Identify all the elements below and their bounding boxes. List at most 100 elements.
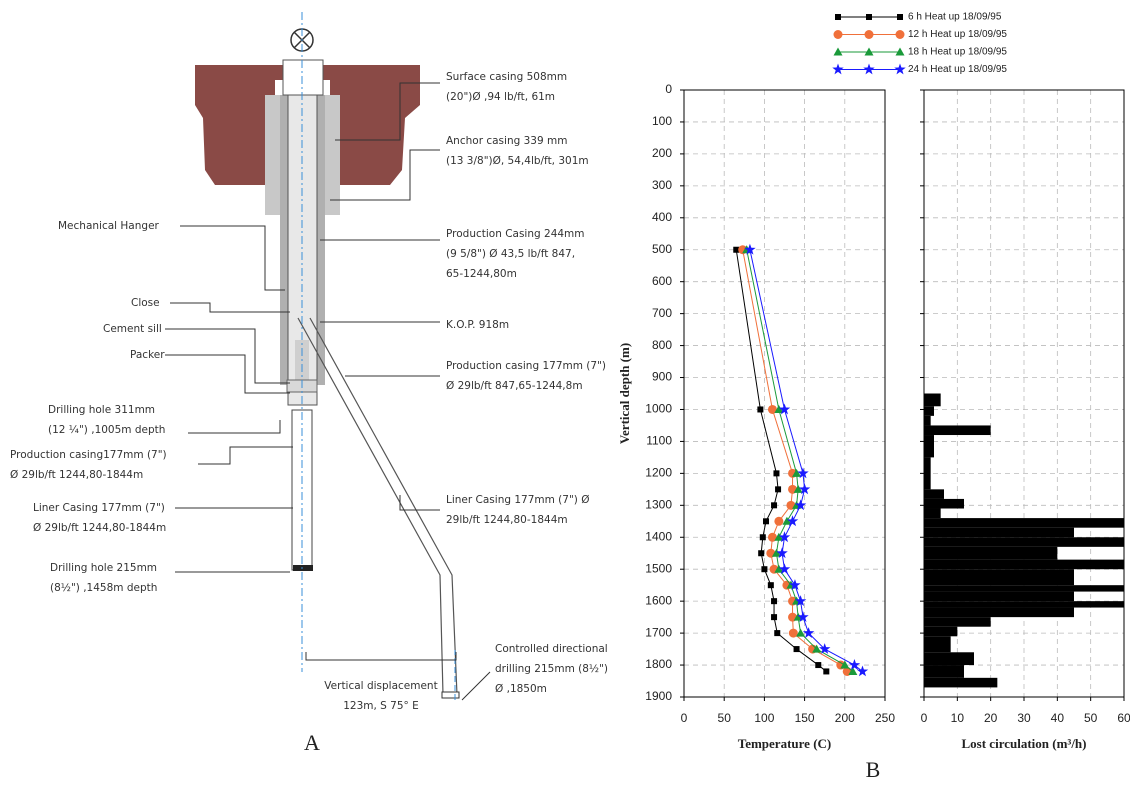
legend-label: 12 h Heat up 18/09/95 [908,29,1007,40]
data-point [759,534,766,541]
bar [924,585,1124,592]
diagram-label: Vertical displacement [324,680,437,692]
bar [924,415,931,426]
y-axis-title: Vertical depth (m) [617,343,632,444]
diagram-label: (20")Ø ,94 lb/ft, 61m [446,91,555,103]
data-point [733,246,740,253]
displacement-dimension [305,652,457,661]
data-point [782,516,792,525]
diagram-labels: Surface casing 508mm (20")Ø ,94 lb/ft, 61… [10,71,608,712]
x-tick-label: 60 [1117,711,1130,725]
diagram-label: Ø 29lb/ft 847,65-1244,8m [446,380,583,392]
x-tick-label: 50 [1084,711,1098,725]
data-point [774,630,781,637]
series-line [746,249,854,672]
data-point [774,516,784,526]
data-point [757,406,764,413]
y-tick-label: 100 [652,114,672,128]
bar [924,617,991,627]
data-point [823,668,830,675]
diagram-label: (9 5/8") Ø 43,5 lb/ft 847, [446,248,575,260]
x-tick-label: 0 [681,711,688,725]
x-tick-label: 150 [795,711,815,725]
legend-label: 6 h Heat up 18/09/95 [908,12,1002,23]
data-point [774,404,784,413]
data-point [778,563,791,575]
y-tick-label: 600 [652,274,672,288]
bar [924,546,1058,560]
bar [924,537,1124,547]
charts: 0 50 100 150 200 2500100200300400500600700800… [617,12,1130,751]
data-point [815,662,822,669]
bar [924,435,934,458]
y-tick-label: 1400 [645,529,672,543]
diagram-label: 65-1244,80m [446,268,517,280]
diagram-label: Surface casing 508mm [446,71,567,83]
data-point [776,547,788,559]
bar [924,527,1074,538]
x-tick-label: 200 [835,711,855,725]
data-point [767,404,777,414]
diagram-label: Anchor casing 339 mm [446,135,567,147]
legend-marker [835,14,841,20]
diagram-label: Drilling hole 215mm [50,562,157,574]
x-tick-label: 20 [984,711,998,725]
data-point [758,550,765,557]
bar [924,626,958,637]
well-diagram [165,12,491,701]
bar [924,406,934,416]
y-tick-label: 1600 [645,593,672,607]
data-point [802,627,815,638]
bar [924,569,1074,586]
data-point [797,467,809,479]
bar [924,518,1124,528]
diagram-label: K.O.P. 918m [446,319,509,331]
y-tick-label: 1900 [645,689,672,703]
y-tick-label: 400 [652,210,672,224]
bar [924,559,1124,570]
diagram-label: Production casing 177mm (7") [446,360,606,372]
diagram-label: 123m, S 75° E [343,700,419,712]
x-tick-label: 50 [718,711,732,725]
data-point [856,665,869,677]
data-point [848,659,861,670]
series-line [749,249,863,672]
bar [924,591,1074,602]
data-point [744,243,756,255]
y-tick-label: 1500 [645,561,672,575]
y-tick-label: 1100 [646,434,672,448]
well-shoe [441,691,460,699]
y-tick-label: 200 [652,146,672,160]
series-line [735,249,827,672]
legend-marker [863,63,875,75]
data-point [771,548,781,557]
bar [924,457,931,490]
data-point [778,531,791,543]
hole-bottom [293,565,313,571]
bar [924,665,964,678]
y-tick-label: 800 [652,338,672,352]
y-tick-label: 300 [652,178,672,192]
data-point [774,564,784,573]
data-point [793,612,803,621]
x-tick-label: 30 [1017,711,1031,725]
data-point [763,518,770,525]
y-tick-label: 1800 [645,657,672,671]
legend-marker [897,14,903,20]
data-point [789,579,801,591]
x-tick-label: 250 [875,711,895,725]
diagram-label: Controlled directional [495,643,608,655]
data-point [796,628,806,637]
plot-frame [683,89,886,698]
legend-marker [833,47,843,56]
legend-marker [833,30,843,39]
data-point [775,486,782,493]
diagram-label: Cement sill [103,323,162,335]
diagram-label: Liner Casing 177mm (7") [33,502,165,514]
diagram-label: (12 ¼") ,1005m depth [48,424,165,436]
legend-marker [864,47,874,56]
data-point [794,499,807,511]
diagram-label: (8½") ,1458m depth [50,582,157,594]
diagram-label: Production casing177mm (7") [10,449,167,461]
rock-formation [195,65,420,185]
